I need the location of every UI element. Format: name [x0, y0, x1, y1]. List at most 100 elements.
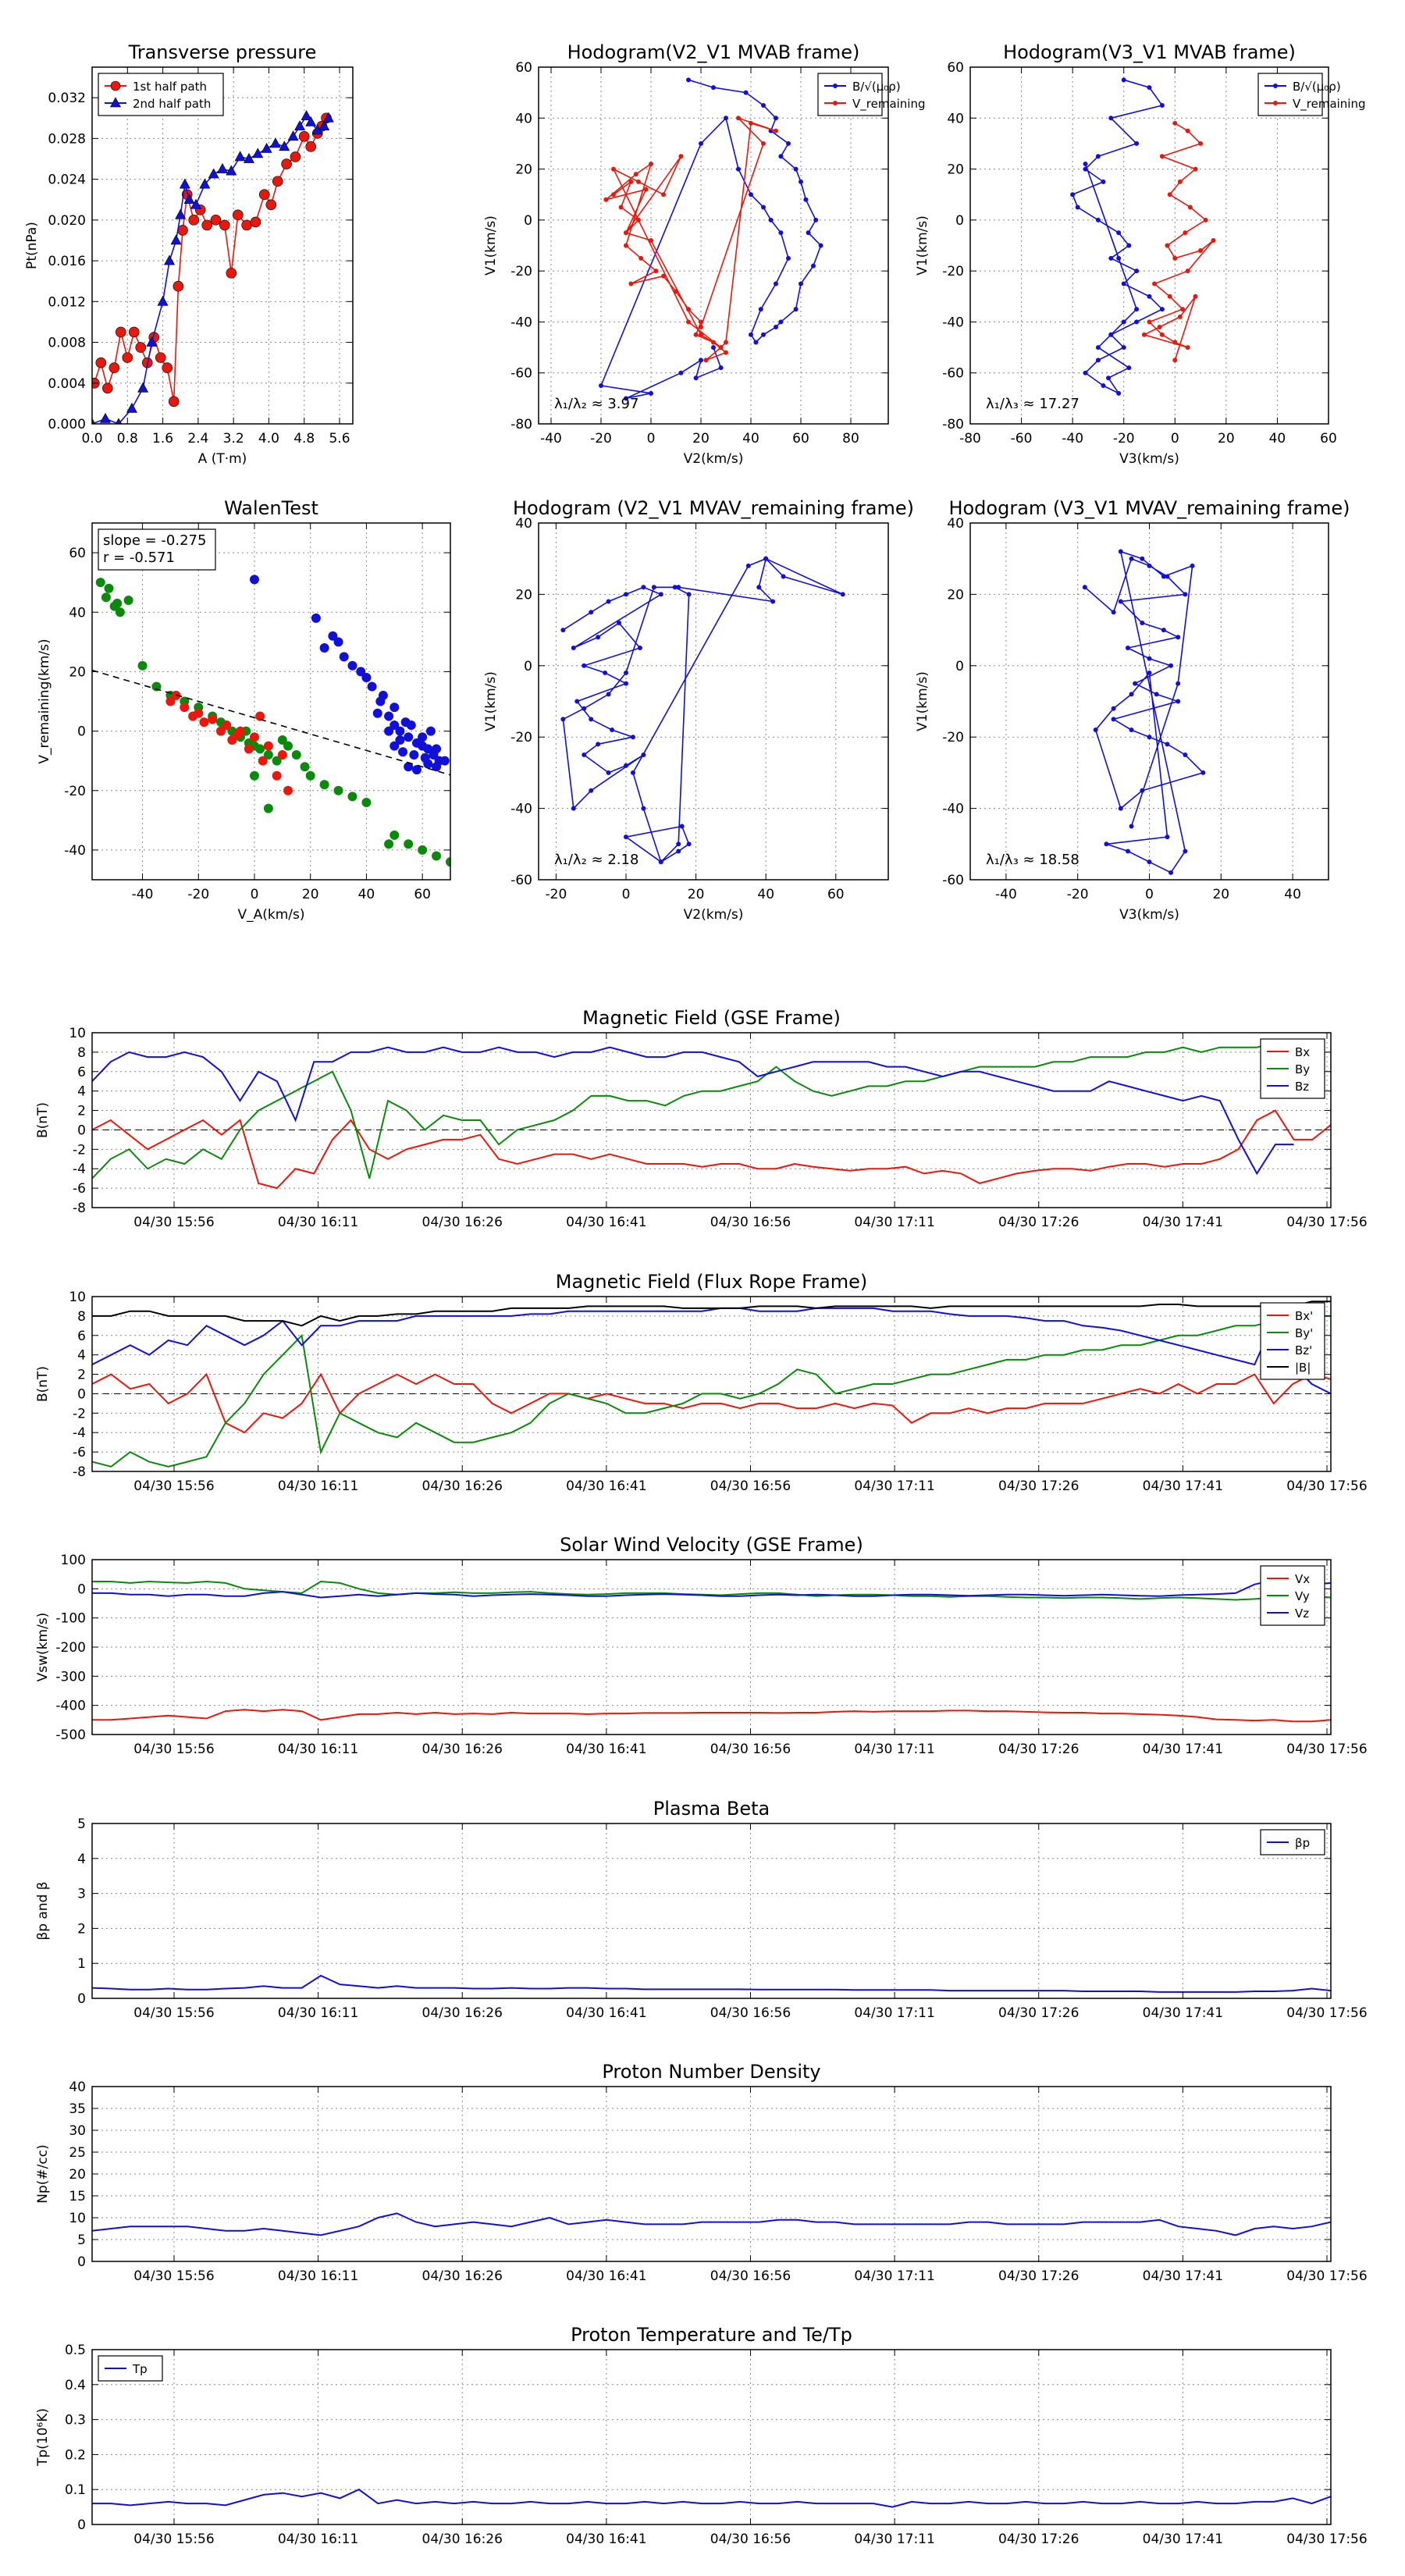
x-tick-label: 80 — [842, 431, 859, 447]
point-y — [115, 607, 125, 617]
marker-1st half path — [128, 326, 140, 338]
y-axis-label: βp and β — [35, 1881, 51, 1940]
marker-2nd half path — [294, 120, 306, 131]
point-B/√(μ₀ρ) — [799, 179, 803, 184]
point-B/√(μ₀ρ) — [678, 370, 684, 375]
point-V — [1154, 692, 1159, 697]
point-V — [770, 599, 776, 604]
y-tick-label: 0.008 — [48, 336, 86, 351]
x-tick-label: 60 — [792, 431, 809, 447]
point-V — [1129, 692, 1134, 697]
y-tick-label: 15 — [69, 2189, 86, 2204]
x-tick-label: -20 — [590, 431, 612, 447]
x-tick-label: 04/30 15:56 — [133, 1478, 214, 1494]
y-tick-label: 5 — [77, 2233, 86, 2248]
marker-1st half path — [162, 362, 173, 373]
y-axis-label: B(nT) — [35, 1366, 51, 1402]
point-V — [606, 599, 611, 604]
y-tick-label: 40 — [947, 111, 964, 126]
point-y — [263, 803, 273, 813]
point-y — [255, 744, 265, 754]
point-V — [624, 592, 628, 597]
x-tick-label: 04/30 16:56 — [710, 1742, 791, 1757]
y-tick-label: 4 — [77, 1084, 86, 1100]
point-V — [571, 645, 576, 650]
point-x — [384, 726, 394, 736]
point-V — [679, 824, 685, 829]
point-y — [123, 596, 133, 606]
point-V — [1140, 788, 1145, 793]
chart-title: Hodogram(V3_V1 MVAB frame) — [1003, 41, 1296, 63]
point-V_remaining — [724, 350, 728, 355]
x-tick-label: 0.0 — [81, 431, 102, 447]
x-tick-label: 0 — [622, 887, 631, 902]
point-V_remaining — [761, 141, 766, 146]
legend-label: B/√(μ₀ρ) — [1293, 80, 1341, 94]
point-V_remaining — [1198, 141, 1204, 146]
point-V — [763, 556, 769, 561]
y-tick-label: -8 — [73, 1201, 86, 1216]
chart-hodo_v3v1_mvab: -80 -60 -40 -20 0 20 40 60 -80 -60 -40 -20 0 20 40 60 Ho… — [915, 41, 1366, 467]
point-V — [1111, 610, 1116, 615]
x-tick-label: 04/30 16:26 — [422, 2005, 503, 2021]
point-V_remaining — [661, 273, 666, 279]
x-tick-label: 60 — [1320, 431, 1337, 447]
point-B/√(μ₀ρ) — [761, 205, 766, 210]
point-B/√(μ₀ρ) — [811, 263, 816, 269]
point-V — [1183, 849, 1188, 854]
point-V — [658, 592, 663, 597]
x-tick-label: 04/30 16:26 — [422, 2532, 503, 2547]
point-z — [263, 741, 273, 751]
x-tick-label: 0 — [1145, 887, 1154, 902]
grid — [539, 522, 888, 881]
point-V_remaining — [1157, 324, 1162, 329]
x-tick-label: 04/30 17:26 — [998, 2532, 1079, 2547]
y-tick-label: 100 — [61, 1553, 86, 1568]
point-V — [1168, 663, 1174, 668]
point-V_remaining — [624, 243, 628, 248]
point-V_remaining — [1165, 243, 1170, 248]
x-axis-label: V3(km/s) — [1119, 451, 1179, 467]
ratio-annotation: λ₁/λ₂ ≈ 2.18 — [554, 852, 638, 868]
point-y — [389, 830, 400, 840]
point-x — [411, 765, 422, 775]
point-B/√(μ₀ρ) — [1121, 345, 1126, 350]
y-tick-label: 0.020 — [48, 213, 86, 229]
x-tick-label: 04/30 16:56 — [710, 2532, 791, 2547]
marker-1st half path — [102, 382, 113, 394]
x-tick-label: 04/30 16:56 — [710, 2268, 791, 2284]
point-V — [756, 585, 762, 590]
x-tick-label: 04/30 16:26 — [422, 1478, 503, 1494]
point-x — [319, 642, 329, 653]
point-B/√(μ₀ρ) — [1116, 230, 1122, 236]
x-tick-label: 20 — [1212, 887, 1229, 902]
x-tick-label: 04/30 17:41 — [1143, 2532, 1223, 2547]
y-axis-label: V_remaining(km/s) — [37, 639, 52, 763]
x-tick-label: 04/30 17:41 — [1143, 2268, 1223, 2284]
chart-np: 0 5 10 15 20 25 30 35 40 04/30 15:56 04/30 16:11 04… — [35, 2061, 1368, 2284]
point-B/√(μ₀ρ) — [774, 281, 778, 286]
marker-1st half path — [233, 209, 244, 221]
marker-1st half path — [290, 151, 301, 162]
point-y — [361, 797, 372, 807]
axes-frame — [91, 1823, 1332, 1999]
y-tick-label: -6 — [73, 1181, 86, 1197]
point-V — [1125, 849, 1130, 854]
point-V — [745, 563, 751, 568]
point-V — [1118, 549, 1123, 554]
legend-label: By — [1295, 1062, 1310, 1076]
y-tick-label: 0.000 — [48, 417, 86, 432]
x-tick-label: 3.2 — [223, 431, 244, 447]
point-x — [395, 735, 405, 745]
y-tick-label: 4 — [77, 1852, 86, 1867]
legend: B/√(μ₀ρ) V_remaining — [1257, 73, 1366, 116]
x-tick-label: 04/30 17:26 — [998, 1742, 1079, 1757]
point-V — [1147, 735, 1152, 740]
x-tick-label: 04/30 16:11 — [278, 1215, 358, 1230]
marker-2nd half path — [170, 234, 182, 245]
y-tick-label: -80 — [942, 417, 964, 432]
stats-text: r = -0.571 — [103, 550, 175, 566]
series-line-Bx — [92, 1109, 1331, 1190]
grid — [92, 523, 450, 880]
point-V — [589, 788, 594, 793]
